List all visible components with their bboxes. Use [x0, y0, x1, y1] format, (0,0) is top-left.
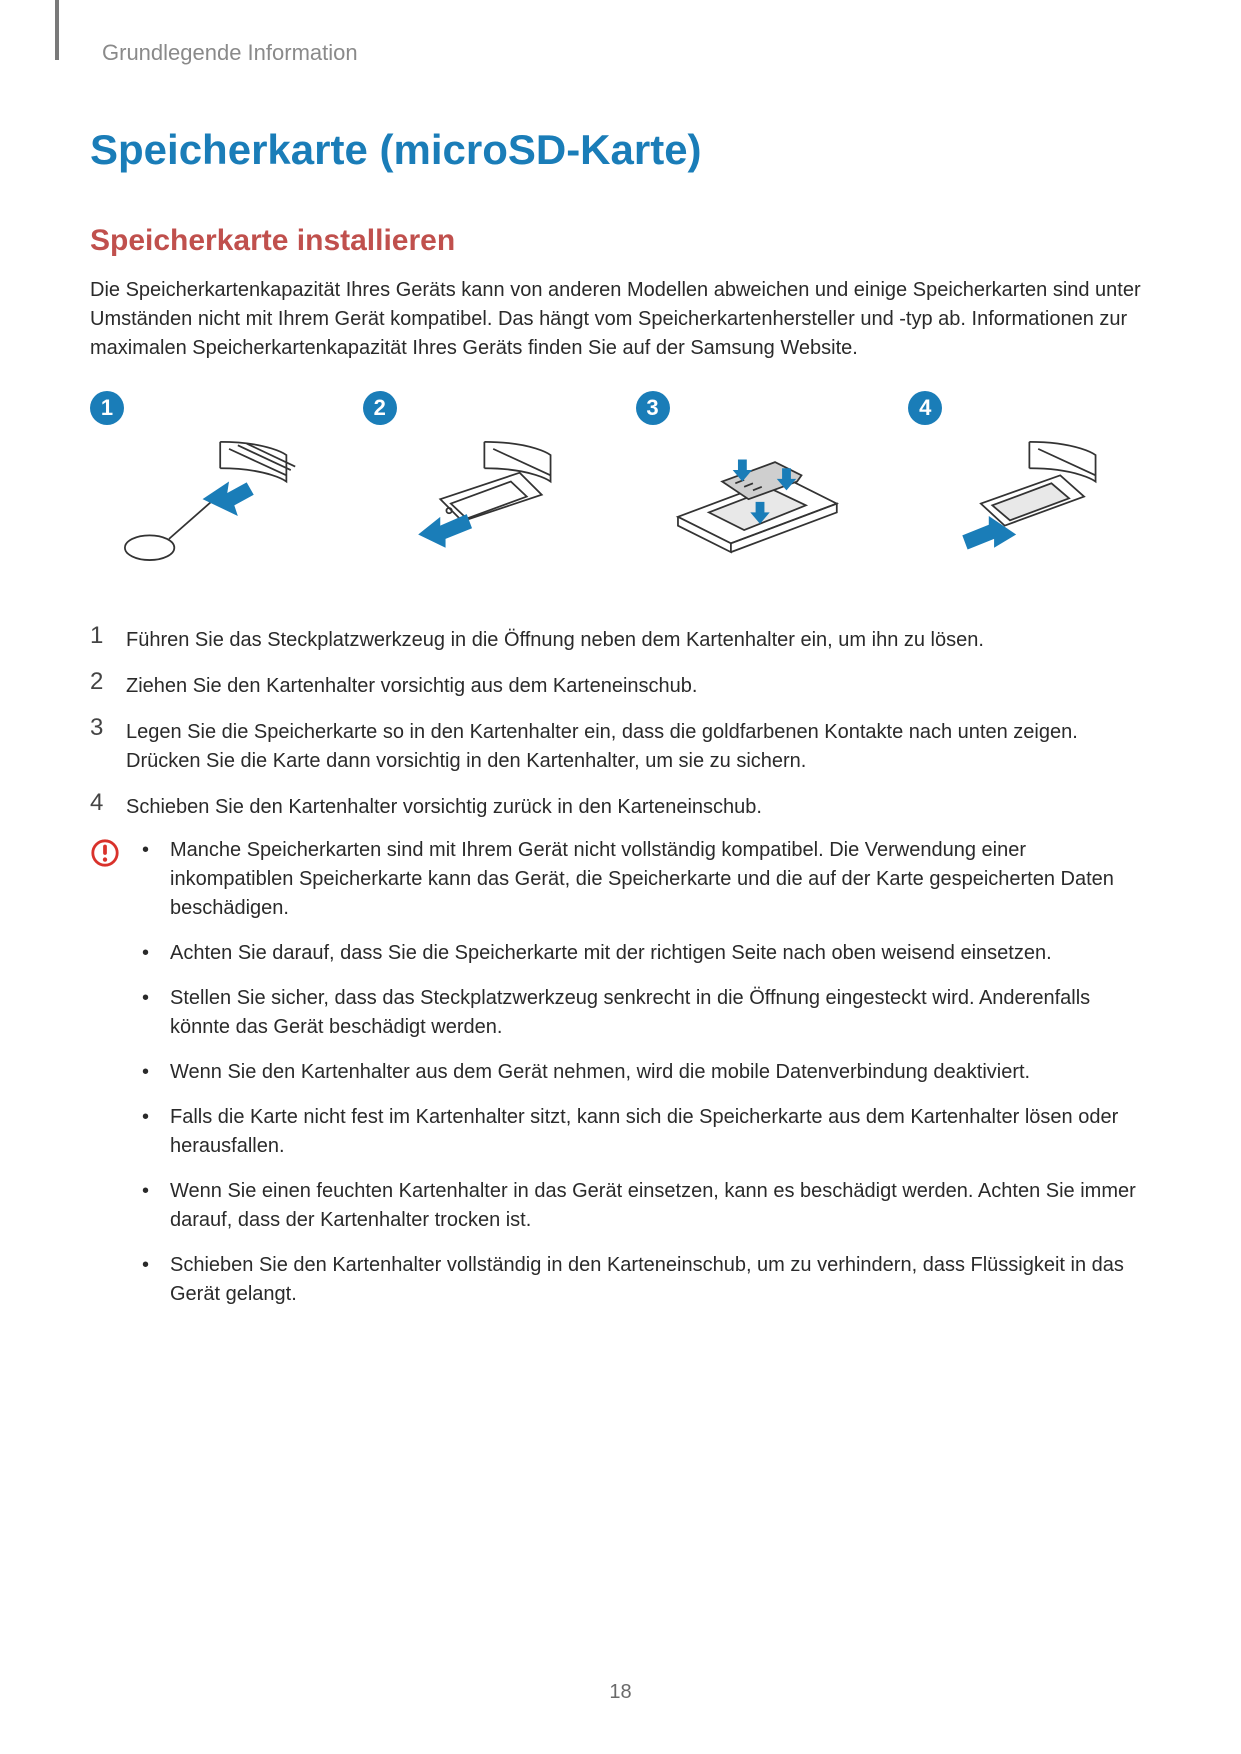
page-title: Speicherkarte (microSD-Karte) — [90, 126, 1151, 174]
caution-item: • Stellen Sie sicher, dass das Steckplat… — [142, 984, 1151, 1042]
caution-item: • Falls die Karte nicht fest im Kartenha… — [142, 1103, 1151, 1161]
step-text: Legen Sie die Speicherkarte so in den Ka… — [126, 715, 1151, 776]
page-edge-mark — [55, 0, 59, 60]
bullet-dot: • — [142, 1177, 152, 1235]
caution-text: Wenn Sie den Kartenhalter aus dem Gerät … — [170, 1058, 1030, 1087]
step-item: 2 Ziehen Sie den Kartenhalter vorsichtig… — [90, 669, 1151, 701]
breadcrumb: Grundlegende Information — [102, 40, 1151, 66]
step-item: 1 Führen Sie das Steckplatzwerkzeug in d… — [90, 623, 1151, 655]
diagram-svg-1 — [90, 433, 333, 583]
step-text: Schieben Sie den Kartenhalter vorsichtig… — [126, 790, 762, 822]
step-number: 2 — [90, 669, 108, 701]
bullet-dot: • — [142, 939, 152, 968]
step-item: 3 Legen Sie die Speicherkarte so in den … — [90, 715, 1151, 776]
bullet-dot: • — [142, 1058, 152, 1087]
caution-text: Manche Speicherkarten sind mit Ihrem Ger… — [170, 836, 1151, 923]
step-text: Führen Sie das Steckplatzwerkzeug in die… — [126, 623, 984, 655]
diagram-step-3: 3 — [636, 391, 879, 583]
caution-item: • Manche Speicherkarten sind mit Ihrem G… — [142, 836, 1151, 923]
step-badge-4: 4 — [908, 391, 942, 425]
caution-icon — [90, 838, 120, 868]
step-badge-2: 2 — [363, 391, 397, 425]
caution-text: Wenn Sie einen feuchten Kartenhalter in … — [170, 1177, 1151, 1235]
caution-text: Schieben Sie den Kartenhalter vollständi… — [170, 1251, 1151, 1309]
diagram-svg-2 — [363, 433, 606, 583]
bullet-dot: • — [142, 984, 152, 1042]
caution-item: • Schieben Sie den Kartenhalter vollstän… — [142, 1251, 1151, 1309]
caution-item: • Wenn Sie den Kartenhalter aus dem Gerä… — [142, 1058, 1151, 1087]
caution-block: • Manche Speicherkarten sind mit Ihrem G… — [90, 836, 1151, 1325]
caution-text: Falls die Karte nicht fest im Kartenhalt… — [170, 1103, 1151, 1161]
diagram-svg-4 — [908, 433, 1151, 583]
intro-paragraph: Die Speicherkartenkapazität Ihres Geräts… — [90, 276, 1151, 363]
caution-item: • Achten Sie darauf, dass Sie die Speich… — [142, 939, 1151, 968]
bullet-dot: • — [142, 1251, 152, 1309]
bullet-dot: • — [142, 1103, 152, 1161]
diagram-step-1: 1 — [90, 391, 333, 583]
step-number: 4 — [90, 790, 108, 822]
diagram-step-4: 4 — [908, 391, 1151, 583]
step-badge-3: 3 — [636, 391, 670, 425]
step-number: 3 — [90, 715, 108, 776]
page-number: 18 — [0, 1681, 1241, 1704]
caution-text: Stellen Sie sicher, dass das Steckplatzw… — [170, 984, 1151, 1042]
step-number: 1 — [90, 623, 108, 655]
installation-diagram: 1 2 — [90, 391, 1151, 583]
step-text: Ziehen Sie den Kartenhalter vorsichtig a… — [126, 669, 697, 701]
step-item: 4 Schieben Sie den Kartenhalter vorsicht… — [90, 790, 1151, 822]
document-page: Grundlegende Information Speicherkarte (… — [0, 0, 1241, 1365]
diagram-step-2: 2 — [363, 391, 606, 583]
caution-list: • Manche Speicherkarten sind mit Ihrem G… — [142, 836, 1151, 1325]
diagram-svg-3 — [636, 433, 879, 583]
step-badge-1: 1 — [90, 391, 124, 425]
section-title: Speicherkarte installieren — [90, 224, 1151, 258]
installation-steps: 1 Führen Sie das Steckplatzwerkzeug in d… — [90, 623, 1151, 822]
caution-item: • Wenn Sie einen feuchten Kartenhalter i… — [142, 1177, 1151, 1235]
caution-text: Achten Sie darauf, dass Sie die Speicher… — [170, 939, 1052, 968]
bullet-dot: • — [142, 836, 152, 923]
